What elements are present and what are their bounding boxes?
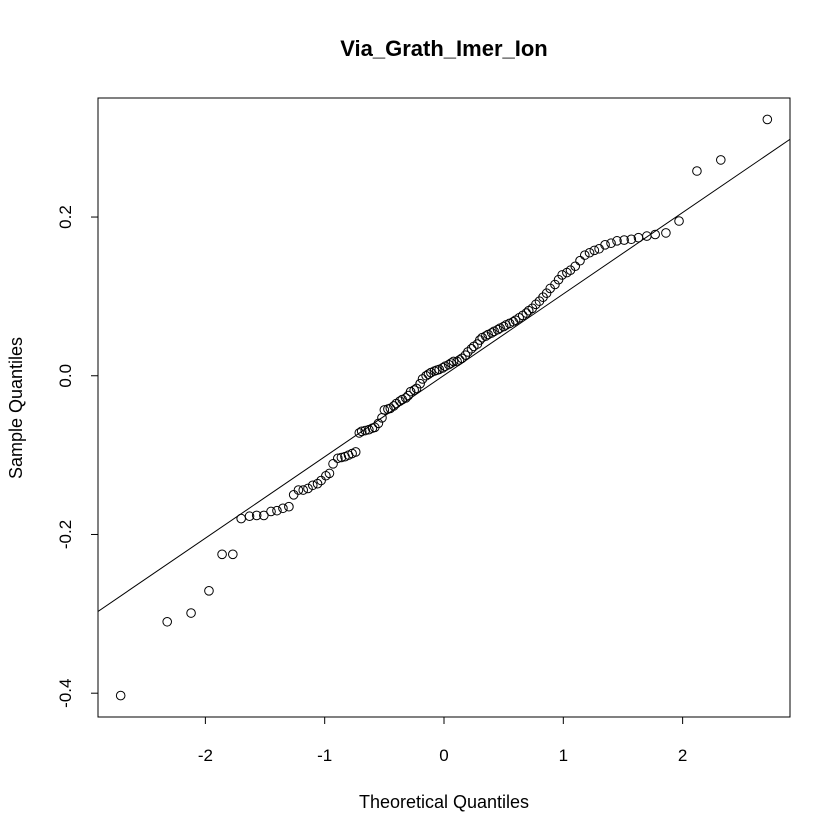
data-point — [251, 510, 262, 521]
data-point — [328, 459, 338, 469]
data-point — [162, 616, 172, 627]
data-point — [661, 228, 671, 238]
data-point — [521, 308, 532, 318]
data-point — [531, 299, 541, 310]
data-point — [492, 324, 503, 335]
data-point — [204, 586, 214, 596]
data-point — [389, 401, 399, 411]
data-point — [553, 274, 564, 285]
y-tick-label: 0.0 — [56, 364, 75, 388]
x-tick-label: 2 — [678, 746, 687, 765]
data-point — [589, 245, 600, 256]
data-point — [692, 166, 702, 176]
data-point — [312, 478, 323, 489]
y-tick-label: -0.2 — [56, 520, 75, 549]
x-tick-label: -1 — [317, 746, 332, 765]
data-point — [244, 511, 255, 522]
data-point — [463, 347, 473, 357]
y-axis-label: Sample Quantiles — [6, 337, 26, 479]
data-point — [486, 328, 497, 338]
data-point — [606, 238, 616, 249]
data-point — [498, 321, 509, 332]
data-point — [303, 483, 313, 494]
reference-line — [98, 138, 790, 612]
data-points — [115, 114, 773, 701]
data-point — [360, 425, 371, 436]
data-point — [716, 155, 726, 165]
data-point — [379, 405, 390, 415]
data-point — [350, 447, 361, 457]
data-point — [307, 480, 318, 491]
chart-title: Via_Grath_Imer_Ion — [340, 36, 547, 61]
x-axis: -2 -1 0 1 2 — [198, 716, 687, 765]
data-point — [457, 353, 467, 364]
data-point — [612, 236, 622, 246]
data-point — [452, 356, 462, 367]
data-point — [354, 428, 365, 438]
data-point — [373, 418, 384, 429]
data-point — [217, 549, 227, 560]
data-point — [417, 374, 428, 384]
data-point — [186, 608, 196, 618]
data-point — [619, 235, 629, 245]
data-point — [278, 503, 288, 514]
data-point — [579, 250, 590, 260]
data-point — [650, 229, 660, 240]
data-point — [409, 385, 419, 395]
data-point — [674, 216, 684, 226]
data-point — [541, 288, 552, 299]
data-point — [298, 485, 309, 495]
x-tick-label: 0 — [439, 746, 448, 765]
data-point — [284, 501, 294, 512]
data-point — [266, 506, 276, 517]
y-axis: -0.4 -0.2 0.0 0.2 — [56, 205, 99, 708]
data-point — [575, 255, 585, 266]
data-point — [626, 234, 637, 245]
x-tick-label: 1 — [559, 746, 568, 765]
data-point — [480, 331, 491, 341]
data-point — [466, 343, 477, 354]
data-point — [446, 358, 456, 368]
data-point — [600, 240, 610, 250]
data-point — [401, 393, 411, 403]
data-point — [443, 359, 454, 370]
data-point — [423, 369, 434, 379]
data-point — [557, 270, 567, 280]
y-tick-label: 0.2 — [56, 205, 75, 229]
data-point — [550, 279, 560, 290]
data-point — [762, 114, 773, 125]
data-point — [415, 378, 425, 389]
data-point — [259, 510, 269, 521]
data-point — [421, 370, 431, 381]
data-point — [333, 453, 343, 464]
data-point — [584, 247, 595, 258]
data-point — [460, 350, 471, 360]
data-point — [438, 363, 448, 373]
data-point — [336, 452, 347, 463]
x-axis-label: Theoretical Quantiles — [359, 792, 529, 812]
data-point — [395, 396, 405, 406]
data-point — [411, 383, 422, 394]
data-point — [324, 468, 335, 479]
y-tick-label: -0.4 — [56, 679, 75, 708]
x-tick-label: -2 — [198, 746, 213, 765]
data-point — [115, 690, 126, 701]
data-point — [272, 505, 282, 516]
data-point — [448, 356, 459, 367]
data-point — [570, 261, 581, 272]
data-point — [228, 549, 238, 560]
data-point — [356, 426, 367, 437]
data-point — [293, 485, 304, 495]
data-point — [454, 355, 465, 365]
